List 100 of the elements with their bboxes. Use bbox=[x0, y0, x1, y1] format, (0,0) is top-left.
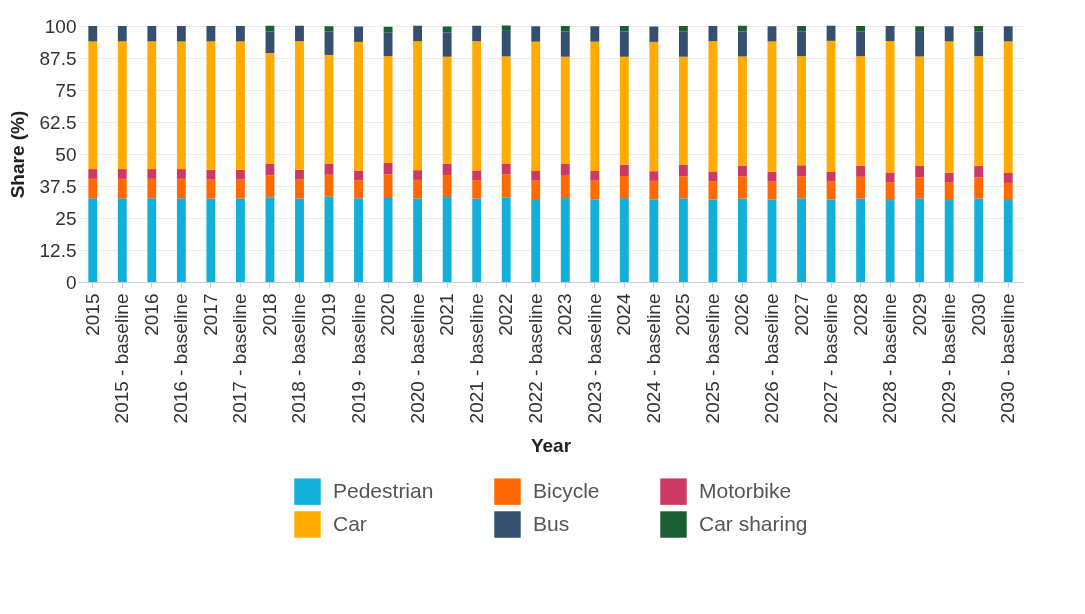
legend-label: Bicycle bbox=[533, 478, 600, 502]
x-tick-label: 2016 - baseline bbox=[170, 293, 192, 424]
bar bbox=[797, 176, 806, 199]
bar bbox=[324, 26, 334, 32]
bar bbox=[176, 198, 186, 282]
bar bbox=[944, 172, 954, 183]
bar bbox=[560, 31, 570, 57]
bar bbox=[1003, 200, 1013, 282]
bar bbox=[117, 198, 127, 282]
bar bbox=[354, 180, 363, 199]
bar bbox=[560, 26, 570, 32]
bar bbox=[856, 31, 866, 57]
bar bbox=[885, 41, 895, 173]
bar bbox=[738, 176, 747, 199]
bar bbox=[738, 198, 747, 282]
bar bbox=[915, 26, 925, 32]
bar bbox=[295, 41, 304, 170]
bar bbox=[619, 164, 629, 177]
y-tick-label: 12.5 bbox=[39, 239, 77, 261]
bar bbox=[176, 26, 186, 42]
bar bbox=[708, 41, 718, 172]
bar bbox=[235, 26, 245, 42]
bar bbox=[383, 26, 393, 33]
bar bbox=[295, 179, 304, 199]
bar bbox=[856, 56, 866, 166]
y-tick-label: 100 bbox=[44, 15, 77, 37]
bar bbox=[856, 165, 866, 177]
bar bbox=[797, 26, 806, 32]
bar bbox=[383, 162, 393, 175]
x-tick-label: 2021 - baseline bbox=[465, 293, 487, 424]
bar bbox=[413, 41, 423, 171]
bar bbox=[531, 170, 541, 181]
bar bbox=[413, 198, 423, 282]
bar bbox=[678, 56, 688, 166]
bar bbox=[442, 163, 452, 175]
bar bbox=[560, 56, 570, 164]
bar bbox=[147, 169, 157, 179]
bar bbox=[501, 30, 511, 57]
y-tick-label: 75 bbox=[55, 79, 77, 101]
x-tick-label: 2030 - baseline bbox=[997, 293, 1019, 424]
bar bbox=[915, 198, 925, 282]
bar bbox=[88, 26, 98, 42]
bar bbox=[856, 26, 866, 32]
bar bbox=[354, 198, 363, 282]
x-tick-label: 2025 bbox=[672, 293, 694, 336]
bar bbox=[708, 199, 718, 282]
x-tick-label: 2027 - baseline bbox=[820, 293, 842, 424]
bar bbox=[1003, 182, 1013, 201]
x-tick-label: 2024 bbox=[613, 293, 635, 336]
bar bbox=[295, 169, 304, 180]
bar bbox=[176, 41, 186, 170]
bar bbox=[501, 25, 511, 31]
x-axis-title: Year bbox=[530, 435, 572, 457]
bar bbox=[915, 177, 925, 199]
bar bbox=[472, 180, 482, 199]
x-tick-label: 2019 - baseline bbox=[347, 293, 369, 424]
x-tick-label: 2024 - baseline bbox=[642, 293, 664, 424]
bar bbox=[915, 56, 925, 167]
bar bbox=[590, 41, 600, 171]
x-tick-label: 2026 - baseline bbox=[760, 293, 782, 424]
x-tick-label: 2027 bbox=[790, 293, 812, 336]
x-tick-label: 2018 bbox=[258, 293, 280, 336]
bar bbox=[944, 26, 954, 42]
bar bbox=[472, 198, 482, 282]
bar bbox=[235, 41, 245, 170]
bar bbox=[295, 25, 304, 42]
bar bbox=[678, 31, 688, 57]
bar bbox=[117, 169, 127, 179]
bar bbox=[531, 199, 541, 282]
y-tick-label: 50 bbox=[55, 143, 77, 165]
bar bbox=[147, 178, 157, 199]
bar bbox=[678, 165, 688, 177]
bar bbox=[501, 163, 511, 175]
bar bbox=[944, 41, 954, 173]
x-tick-label: 2016 bbox=[140, 293, 162, 336]
bar bbox=[590, 26, 600, 42]
bar bbox=[974, 56, 984, 166]
bar bbox=[1003, 41, 1013, 173]
bar bbox=[944, 200, 954, 282]
bar bbox=[619, 56, 629, 165]
x-tick-label: 2020 bbox=[377, 293, 399, 336]
bar bbox=[324, 196, 334, 282]
bar bbox=[974, 198, 984, 282]
legend-label: Pedestrian bbox=[333, 478, 434, 502]
x-tick-label: 2021 bbox=[436, 293, 458, 336]
bar bbox=[117, 41, 127, 170]
x-tick-label: 2015 - baseline bbox=[111, 293, 133, 424]
bar bbox=[885, 200, 895, 282]
bar bbox=[324, 163, 334, 175]
legend-label: Bus bbox=[533, 511, 570, 535]
bar bbox=[413, 179, 423, 199]
bar bbox=[974, 31, 984, 57]
bar bbox=[826, 181, 836, 200]
bar bbox=[235, 198, 245, 282]
bar bbox=[708, 171, 718, 182]
bar bbox=[176, 178, 186, 199]
bar bbox=[915, 166, 925, 178]
bar bbox=[206, 169, 216, 180]
bar bbox=[117, 26, 127, 42]
bar bbox=[88, 41, 98, 170]
